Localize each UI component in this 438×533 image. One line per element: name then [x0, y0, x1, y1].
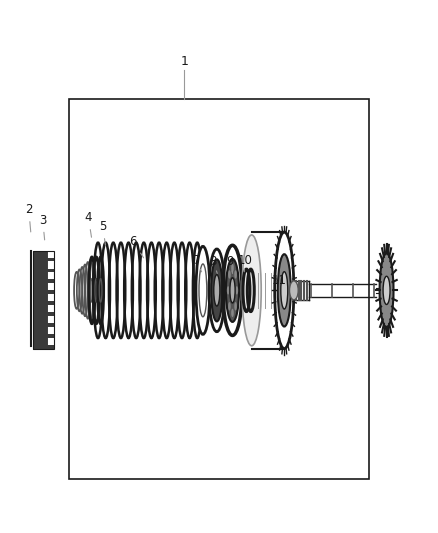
- Bar: [47, 290, 53, 294]
- Ellipse shape: [228, 302, 231, 311]
- Ellipse shape: [281, 272, 288, 309]
- Ellipse shape: [290, 281, 298, 300]
- Text: 4: 4: [85, 211, 92, 237]
- Bar: [47, 257, 53, 262]
- Ellipse shape: [231, 264, 234, 272]
- Bar: [47, 312, 53, 316]
- Ellipse shape: [234, 270, 237, 279]
- Bar: [47, 345, 53, 349]
- Ellipse shape: [231, 309, 234, 317]
- Ellipse shape: [275, 232, 294, 349]
- Ellipse shape: [226, 259, 239, 322]
- Ellipse shape: [234, 302, 237, 311]
- Bar: [47, 301, 53, 305]
- Ellipse shape: [243, 269, 250, 312]
- Text: 1: 1: [180, 55, 188, 68]
- Ellipse shape: [383, 276, 390, 304]
- Ellipse shape: [380, 253, 393, 327]
- Bar: [47, 269, 53, 272]
- Text: 11: 11: [272, 273, 286, 287]
- Ellipse shape: [228, 270, 231, 279]
- Ellipse shape: [247, 269, 254, 312]
- Bar: [33, 251, 47, 349]
- Text: 6: 6: [130, 235, 144, 258]
- Text: 10: 10: [237, 254, 252, 272]
- Ellipse shape: [211, 260, 223, 321]
- Bar: [69, 100, 369, 479]
- Ellipse shape: [278, 254, 291, 327]
- Bar: [47, 323, 53, 327]
- Ellipse shape: [236, 286, 238, 295]
- Text: 7: 7: [193, 254, 201, 272]
- Text: 9: 9: [226, 255, 234, 273]
- Ellipse shape: [209, 249, 225, 332]
- Ellipse shape: [242, 235, 261, 346]
- Text: 8: 8: [210, 255, 217, 273]
- Text: 2: 2: [25, 203, 32, 232]
- Bar: [47, 279, 53, 284]
- Ellipse shape: [214, 274, 220, 306]
- Ellipse shape: [227, 286, 230, 295]
- Text: 3: 3: [39, 214, 46, 240]
- Ellipse shape: [223, 245, 242, 335]
- Ellipse shape: [196, 246, 210, 334]
- Ellipse shape: [199, 264, 207, 317]
- Bar: [33, 251, 53, 349]
- Text: 5: 5: [99, 220, 106, 245]
- Ellipse shape: [230, 278, 235, 303]
- Bar: [47, 334, 53, 338]
